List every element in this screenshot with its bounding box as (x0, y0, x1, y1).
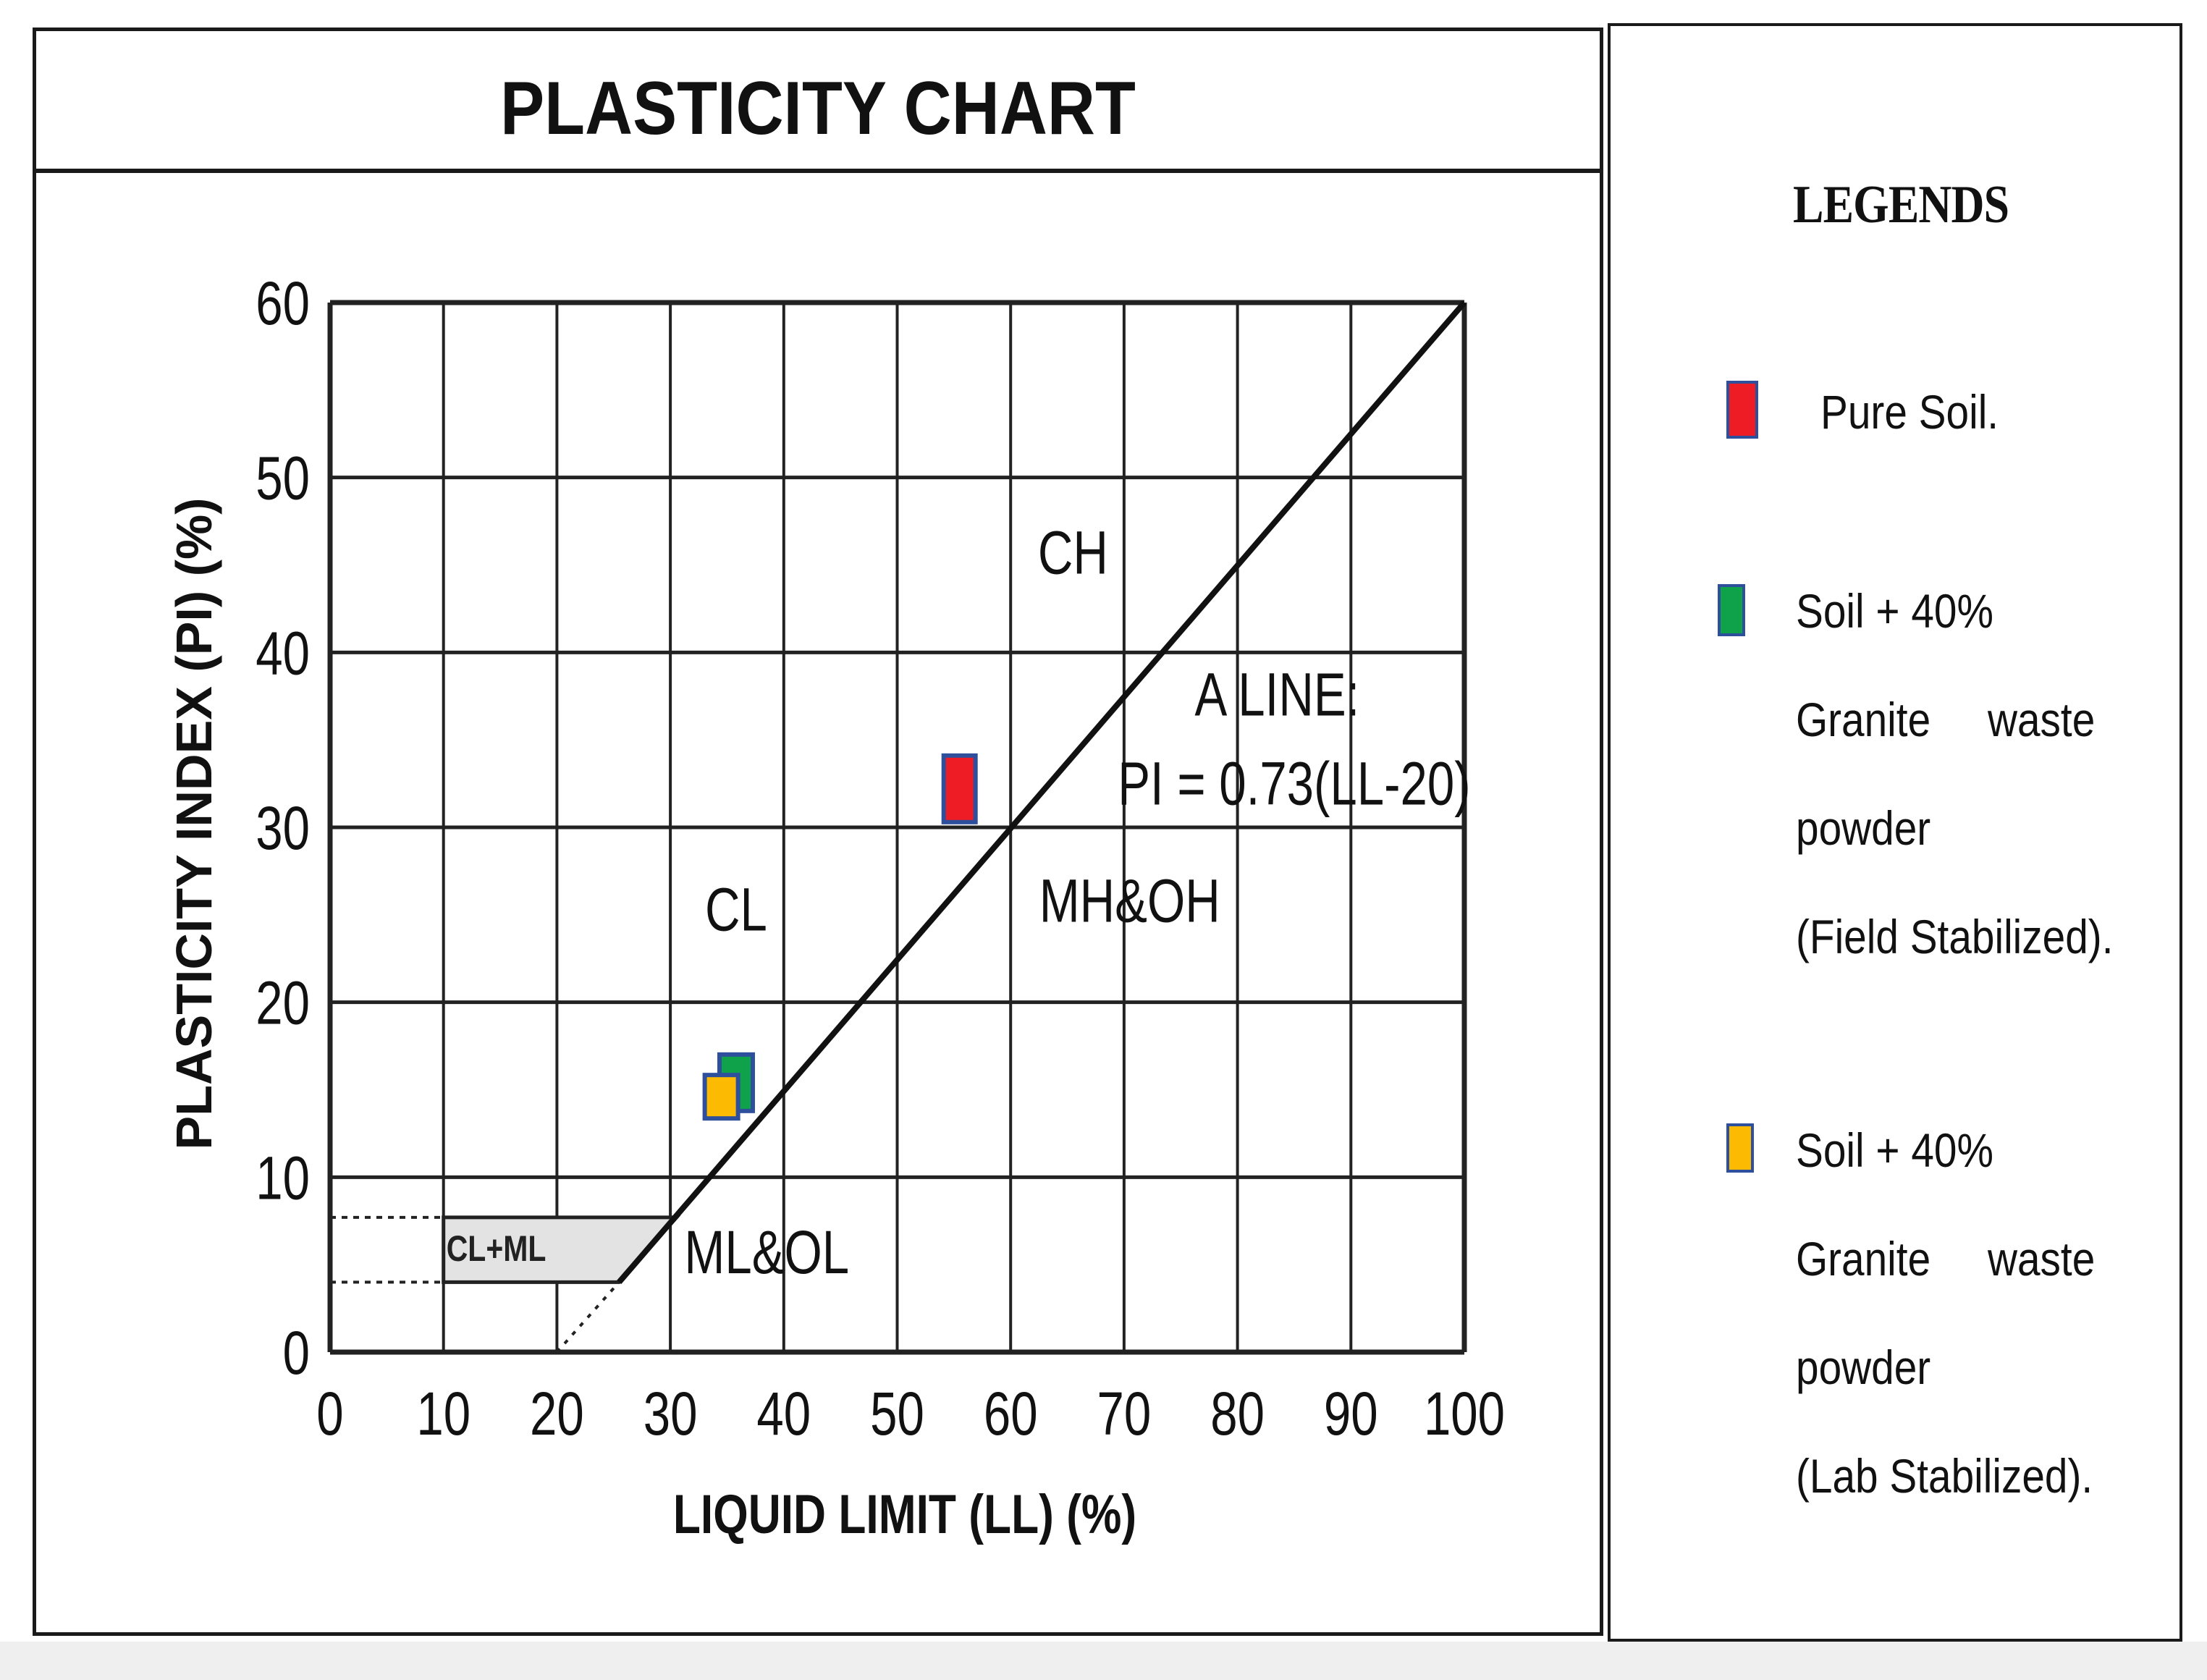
y-tick-label: 30 (256, 795, 310, 863)
cl-ml-band: CL+ML (330, 1215, 681, 1284)
legend-marker (1726, 1123, 1754, 1173)
plasticity-chart: PLASTICITY CHART CL+ML 0 10 20 30 40 50 60 70 80… (35, 66, 1601, 1545)
data-points (702, 753, 978, 1121)
x-tick-label: 40 (756, 1380, 811, 1448)
x-tick-label: 60 (984, 1380, 1038, 1448)
legend-text: (Lab Stabilized). (1796, 1449, 2093, 1503)
zone-label: CH (1038, 519, 1108, 587)
a-line (555, 300, 1467, 1354)
zone-label: CL (705, 876, 767, 944)
y-tick-label: 50 (256, 445, 310, 513)
a-line-label: A LINE: (1195, 661, 1360, 729)
chart-panel (33, 28, 1603, 1636)
zone-label: ML&OL (684, 1219, 849, 1287)
bottom-strip (0, 1642, 2207, 1680)
y-tick-label: 20 (256, 970, 310, 1038)
zone-label: MH&OH (1039, 867, 1220, 935)
legend-text: powder (1796, 801, 1931, 855)
legend-text: powder (1796, 1341, 1931, 1394)
data-point (702, 1073, 740, 1121)
y-tick-label: 60 (256, 270, 310, 338)
legend-marker (1726, 381, 1758, 439)
y-axis-label: PLASTICITY INDEX (PI) (%) (166, 498, 222, 1150)
legend-panel: LEGENDS Pure Soil. Soil + 40% Granite wast… (1608, 23, 2182, 1642)
legend-text: Granite waste (1796, 693, 2096, 746)
legend-marker (1718, 584, 1745, 636)
x-tick-label: 70 (1097, 1380, 1152, 1448)
legend-title: LEGENDS (1793, 175, 2009, 235)
legend-text: (Field Stabilized). (1796, 910, 2114, 963)
x-tick-label: 90 (1324, 1380, 1378, 1448)
y-tick-label: 40 (256, 620, 310, 688)
zone-labels: CH CL MH&OH ML&OL A LINE: PI = 0.73(LL-20) (684, 519, 1470, 1287)
cl-ml-label: CL+ML (447, 1228, 547, 1269)
chart-title: PLASTICITY CHART (500, 66, 1136, 151)
a-line-label: PI = 0.73(LL-20) (1118, 750, 1470, 818)
tick-labels: 0 10 20 30 40 50 60 70 80 90 100 0 10 20 30 40 50 60 (256, 270, 1505, 1448)
x-tick-label: 20 (530, 1380, 584, 1448)
grid (327, 300, 1467, 1355)
y-tick-label: 0 (283, 1320, 310, 1388)
x-tick-label: 30 (643, 1380, 698, 1448)
data-point (941, 753, 978, 824)
x-tick-label: 80 (1210, 1380, 1265, 1448)
legend-text: Pure Soil. (1820, 385, 1999, 439)
x-tick-label: 0 (316, 1380, 343, 1448)
legend-text: Granite waste (1796, 1232, 2096, 1286)
x-tick-label: 100 (1424, 1380, 1505, 1448)
legend-text: Soil + 40% (1796, 584, 1993, 638)
a-line-solid (617, 300, 1467, 1284)
x-tick-label: 50 (870, 1380, 924, 1448)
x-tick-label: 10 (416, 1380, 470, 1448)
x-axis-label: LIQUID LIMIT (LL) (%) (673, 1483, 1136, 1545)
legend-text: Soil + 40% (1796, 1123, 1993, 1177)
a-line-dotted (555, 1281, 620, 1354)
y-tick-label: 10 (256, 1144, 310, 1212)
